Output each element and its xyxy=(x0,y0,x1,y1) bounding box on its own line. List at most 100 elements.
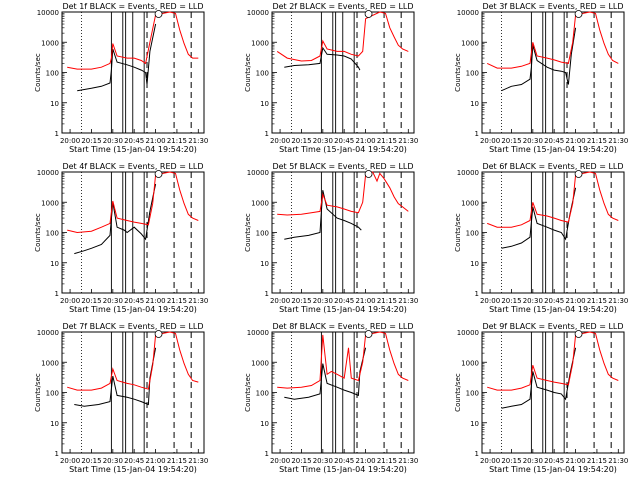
saturation-marker xyxy=(364,170,373,178)
y-tick-label: 10000 xyxy=(247,9,269,17)
y-axis-label: Counts/sec xyxy=(244,213,252,252)
x-tick-label: 21:00 xyxy=(145,297,165,305)
saturation-marker xyxy=(154,170,163,178)
x-tick-label: 20:30 xyxy=(523,297,543,305)
x-tick-label: 21:00 xyxy=(565,137,585,145)
x-tick-label: 20:00 xyxy=(480,137,500,145)
x-tick-label: 21:15 xyxy=(587,297,607,305)
series-lld-line xyxy=(67,331,199,391)
x-tick-label: 20:45 xyxy=(544,457,564,465)
series-lld-line xyxy=(277,331,409,389)
panel-title: Det 7f BLACK = Events, RED = LLD xyxy=(62,322,203,331)
x-tick-label: 20:15 xyxy=(501,137,521,145)
panel-title: Det 2f BLACK = Events, RED = LLD xyxy=(272,2,413,11)
series-events-line xyxy=(284,46,361,71)
x-tick-label: 20:45 xyxy=(334,297,354,305)
y-tick-label: 100 xyxy=(46,390,59,398)
x-tick-label: 21:00 xyxy=(145,457,165,465)
x-tick-label: 21:15 xyxy=(377,297,397,305)
y-tick-label: 1 xyxy=(55,450,59,458)
x-tick-label: 21:30 xyxy=(608,297,628,305)
x-tick-label: 20:15 xyxy=(291,457,311,465)
y-tick-label: 10 xyxy=(260,260,269,268)
panel-title: Det 4f BLACK = Events, RED = LLD xyxy=(62,162,203,171)
saturation-marker xyxy=(574,170,583,178)
y-tick-label: 10 xyxy=(50,420,59,428)
x-axis-label: Start Time (15-Jan-04 19:54:20) xyxy=(489,305,617,314)
x-tick-label: 20:15 xyxy=(81,297,101,305)
x-tick-label: 21:15 xyxy=(167,297,187,305)
chart-panel-2: 1 10 100 1000 10000 20:00 20:15 20:30 20:45 21:00… xyxy=(244,2,418,154)
y-tick-label: 100 xyxy=(466,230,479,238)
x-tick-label: 20:15 xyxy=(291,297,311,305)
chart-panel-7: 1 10 100 1000 10000 20:00 20:15 20:30 20:45 21:00… xyxy=(34,322,208,474)
y-tick-label: 100 xyxy=(46,230,59,238)
y-axis-label: Counts/sec xyxy=(244,373,252,412)
y-tick-label: 1000 xyxy=(251,39,269,47)
y-axis-label: Counts/sec xyxy=(34,53,42,92)
y-tick-label: 100 xyxy=(256,70,269,78)
x-tick-label: 21:00 xyxy=(565,457,585,465)
series-events-line xyxy=(284,190,362,240)
y-tick-label: 10000 xyxy=(457,9,479,17)
chart-panel-5: 1 10 100 1000 10000 20:00 20:15 20:30 20:45 21:00… xyxy=(244,162,418,314)
saturation-marker xyxy=(154,10,163,18)
saturation-marker xyxy=(364,10,373,18)
y-axis-label: Counts/sec xyxy=(34,373,42,412)
y-tick-label: 10 xyxy=(50,260,59,268)
panel-title: Det 5f BLACK = Events, RED = LLD xyxy=(272,162,413,171)
y-tick-label: 1000 xyxy=(251,359,269,367)
y-tick-label: 1 xyxy=(475,130,479,138)
x-tick-label: 20:00 xyxy=(480,297,500,305)
x-tick-label: 20:30 xyxy=(103,457,123,465)
chart-panel-1: 1 10 100 1000 10000 20:00 20:15 20:30 20:45 21:00… xyxy=(34,2,208,154)
y-axis-label: Counts/sec xyxy=(454,213,462,252)
x-axis-label: Start Time (15-Jan-04 19:54:20) xyxy=(69,145,197,154)
y-tick-label: 1000 xyxy=(461,199,479,207)
panel-title: Det 1f BLACK = Events, RED = LLD xyxy=(62,2,203,11)
y-axis-label: Counts/sec xyxy=(454,53,462,92)
series-lld-line xyxy=(67,171,199,234)
x-tick-label: 21:30 xyxy=(188,137,208,145)
x-tick-label: 20:15 xyxy=(81,457,101,465)
y-tick-label: 10000 xyxy=(37,329,59,337)
series-events-line xyxy=(284,347,367,400)
x-tick-label: 20:30 xyxy=(523,457,543,465)
x-tick-label: 21:30 xyxy=(398,297,418,305)
y-tick-label: 100 xyxy=(46,70,59,78)
x-tick-label: 21:30 xyxy=(188,457,208,465)
x-tick-label: 20:45 xyxy=(334,457,354,465)
y-axis-label: Counts/sec xyxy=(244,53,252,92)
x-tick-label: 20:30 xyxy=(313,297,333,305)
y-tick-label: 10000 xyxy=(247,329,269,337)
y-tick-label: 1 xyxy=(55,290,59,298)
x-tick-label: 21:00 xyxy=(355,457,375,465)
panel-title: Det 8f BLACK = Events, RED = LLD xyxy=(272,322,413,331)
x-tick-label: 21:30 xyxy=(608,457,628,465)
series-lld-line xyxy=(487,171,619,228)
y-tick-label: 10000 xyxy=(457,329,479,337)
x-tick-label: 20:30 xyxy=(523,137,543,145)
series-events-line xyxy=(74,183,157,255)
y-tick-label: 1000 xyxy=(41,39,59,47)
y-tick-label: 100 xyxy=(256,390,269,398)
y-tick-label: 10000 xyxy=(37,169,59,177)
x-tick-label: 21:00 xyxy=(145,137,165,145)
y-tick-label: 1 xyxy=(475,450,479,458)
series-lld-line xyxy=(487,331,619,391)
y-axis-label: Counts/sec xyxy=(34,213,42,252)
x-tick-label: 20:30 xyxy=(313,457,333,465)
x-tick-label: 21:30 xyxy=(188,297,208,305)
series-lld-line xyxy=(486,11,619,69)
y-tick-label: 10000 xyxy=(457,169,479,177)
y-tick-label: 1 xyxy=(265,290,269,298)
y-tick-label: 1000 xyxy=(461,359,479,367)
x-tick-label: 20:00 xyxy=(480,457,500,465)
y-tick-label: 100 xyxy=(466,390,479,398)
x-tick-label: 21:00 xyxy=(565,297,585,305)
x-tick-label: 20:00 xyxy=(60,297,80,305)
series-events-line xyxy=(74,347,157,407)
x-tick-label: 20:45 xyxy=(544,137,564,145)
x-axis-label: Start Time (15-Jan-04 19:54:20) xyxy=(279,305,407,314)
x-tick-label: 21:30 xyxy=(398,137,418,145)
